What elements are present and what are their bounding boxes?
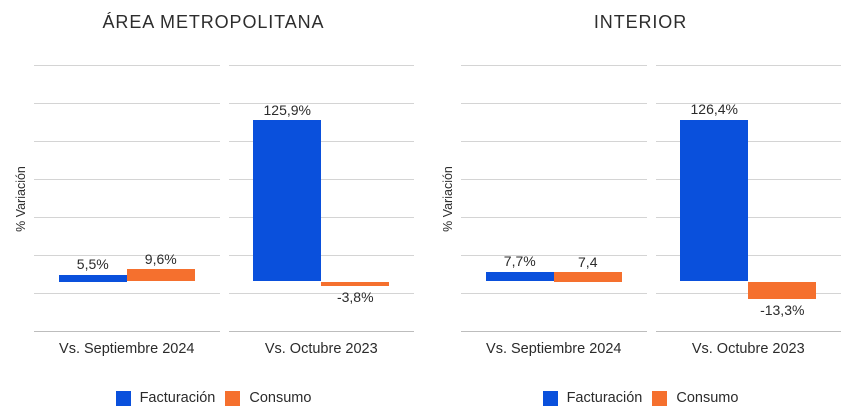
- x-axis-labels: Vs. Septiembre 2024 Vs. Octubre 2023: [34, 341, 414, 357]
- plot-area: % Variación 7,7% 7,4 126,4% -13,3%: [435, 65, 841, 332]
- bar-consumo: -3,8%: [321, 281, 390, 305]
- x-axis-category-label: Vs. Octubre 2023: [264, 341, 378, 357]
- legend-item-facturacion: Facturación: [542, 390, 643, 406]
- x-axis-category-label: Vs. Octubre 2023: [691, 341, 805, 357]
- legend-swatch-consumo: [225, 390, 241, 406]
- legend-item-consumo: Consumo: [225, 390, 311, 406]
- legend: Facturación Consumo: [0, 390, 427, 406]
- plot-panel-vs-octubre-2023: 125,9% -3,8%: [228, 65, 414, 332]
- legend-label-consumo: Consumo: [249, 390, 312, 406]
- legend-swatch-facturacion: [115, 390, 131, 406]
- legend-label-consumo: Consumo: [676, 390, 739, 406]
- legend-swatch-consumo: [652, 390, 668, 406]
- bar-value-label: 7,4: [578, 253, 598, 270]
- legend: Facturación Consumo: [427, 390, 854, 406]
- legend-item-consumo: Consumo: [652, 390, 738, 406]
- chart-title: ÁREA METROPOLITANA: [102, 12, 325, 32]
- plot-panel-vs-septiembre-2024: 5,5% 9,6%: [34, 65, 220, 332]
- y-axis-label: % Variación: [441, 165, 455, 232]
- chart-interior: INTERIOR % Variación 7,7% 7,4 126,4%: [427, 0, 854, 420]
- bar-value-label: -13,3%: [760, 301, 805, 318]
- bar-value-label: 126,4%: [690, 101, 738, 118]
- bar-consumo: -13,3%: [748, 281, 817, 317]
- bar-value-label: 125,9%: [263, 101, 311, 118]
- bar-facturacion: 126,4%: [680, 101, 749, 282]
- plot-area: % Variación 5,5% 9,6% 125,9% -3,8%: [8, 65, 414, 332]
- chart-title: INTERIOR: [593, 12, 688, 32]
- legend-label-facturacion: Facturación: [566, 390, 643, 406]
- y-axis: % Variación: [8, 65, 34, 332]
- legend-label-facturacion: Facturación: [139, 390, 216, 406]
- bar-value-label: 9,6%: [144, 250, 177, 267]
- chart-area-metropolitana: ÁREA METROPOLITANA % Variación 5,5% 9,6%…: [0, 12, 427, 406]
- bar-value-label: 7,7%: [503, 253, 536, 270]
- x-axis-labels: Vs. Septiembre 2024 Vs. Octubre 2023: [461, 341, 841, 357]
- bar-consumo: 7,4: [553, 254, 622, 282]
- plot-panel-vs-septiembre-2024: 7,7% 7,4: [461, 65, 647, 332]
- x-axis-category-label: Vs. Septiembre 2024: [59, 341, 195, 357]
- bar-facturacion: 5,5%: [58, 256, 127, 282]
- y-axis: % Variación: [435, 65, 461, 332]
- legend-item-facturacion: Facturación: [115, 390, 216, 406]
- plot-panels: 7,7% 7,4 126,4% -13,3%: [461, 65, 841, 332]
- y-axis-label: % Variación: [14, 165, 28, 232]
- plot-panels: 5,5% 9,6% 125,9% -3,8%: [34, 65, 414, 332]
- legend-swatch-facturacion: [542, 390, 558, 406]
- bar-value-label: -3,8%: [336, 289, 374, 306]
- bar-value-label: 5,5%: [76, 256, 109, 273]
- plot-panel-vs-octubre-2023: 126,4% -13,3%: [655, 65, 841, 332]
- x-axis-category-label: Vs. Septiembre 2024: [486, 341, 622, 357]
- bar-consumo: 9,6%: [126, 251, 195, 282]
- bar-facturacion: 7,7%: [485, 253, 554, 282]
- bar-facturacion: 125,9%: [253, 102, 322, 282]
